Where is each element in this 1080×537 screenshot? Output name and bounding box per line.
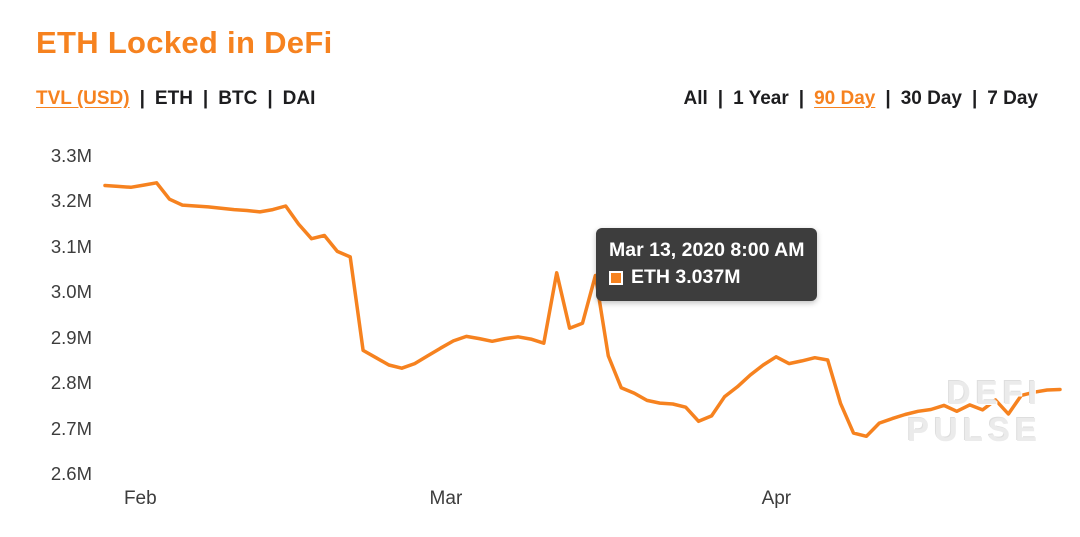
- separator: |: [798, 88, 805, 109]
- range-tab-7-day[interactable]: 7 Day: [987, 88, 1038, 109]
- metric-tab-tvl-usd-[interactable]: TVL (USD): [36, 88, 130, 109]
- metric-tab-eth[interactable]: ETH: [154, 88, 193, 109]
- separator: |: [717, 88, 724, 109]
- range-tabs: All | 1 Year | 90 Day | 30 Day | 7 Day: [683, 88, 1038, 110]
- range-tab-1-year[interactable]: 1 Year: [733, 88, 789, 109]
- y-tick-label: 3.0M: [50, 281, 92, 303]
- tooltip-series-row: ETH 3.037M: [609, 264, 804, 291]
- y-tick-label: 3.3M: [50, 145, 92, 166]
- line-series: [103, 181, 1062, 439]
- tooltip-value: ETH 3.037M: [631, 266, 741, 288]
- page: ETH Locked in DeFi TVL (USD) | ETH | BTC | DAI…: [36, 25, 1062, 514]
- page-title: ETH Locked in DeFi: [36, 25, 333, 60]
- separator: |: [202, 88, 209, 109]
- x-tick-label: Mar: [429, 488, 463, 509]
- range-tab-30-day[interactable]: 30 Day: [900, 88, 962, 109]
- separator: |: [267, 88, 273, 109]
- separator: |: [139, 88, 145, 109]
- tooltip-date: Mar 13, 2020 8:00 AM: [609, 239, 805, 261]
- tvl-line-chart[interactable]: [103, 156, 1062, 474]
- separator: |: [971, 88, 978, 109]
- metric-tab-dai[interactable]: DAI: [282, 88, 316, 109]
- chart-controls: TVL (USD) | ETH | BTC | DAI All | 1 Year | 90 Day |…: [36, 88, 1060, 110]
- range-tab-90-day[interactable]: 90 Day: [814, 88, 876, 109]
- y-tick-label: 2.8M: [50, 372, 92, 394]
- y-tick-label: 2.6M: [50, 463, 92, 484]
- separator: |: [885, 88, 891, 109]
- eth-series-swatch-icon: [609, 270, 623, 285]
- metric-tab-btc[interactable]: BTC: [218, 88, 258, 109]
- range-tab-all[interactable]: All: [683, 88, 708, 109]
- tvl-chart: 3.3M 3.2M 3.1M 3.0M 2.9M 2.8M 2.7M 2.6M Feb Mar A…: [36, 142, 1062, 514]
- y-tick-label: 3.1M: [50, 235, 92, 257]
- metric-tabs: TVL (USD) | ETH | BTC | DAI: [36, 88, 315, 110]
- y-tick-label: 2.9M: [50, 326, 92, 348]
- chart-tooltip: Mar 13, 2020 8:00 AM ETH 3.037M: [596, 228, 818, 301]
- y-tick-label: 2.7M: [50, 417, 92, 439]
- y-tick-label: 3.2M: [50, 190, 92, 212]
- x-tick-label: Feb: [123, 488, 157, 509]
- x-tick-label: Apr: [761, 488, 792, 509]
